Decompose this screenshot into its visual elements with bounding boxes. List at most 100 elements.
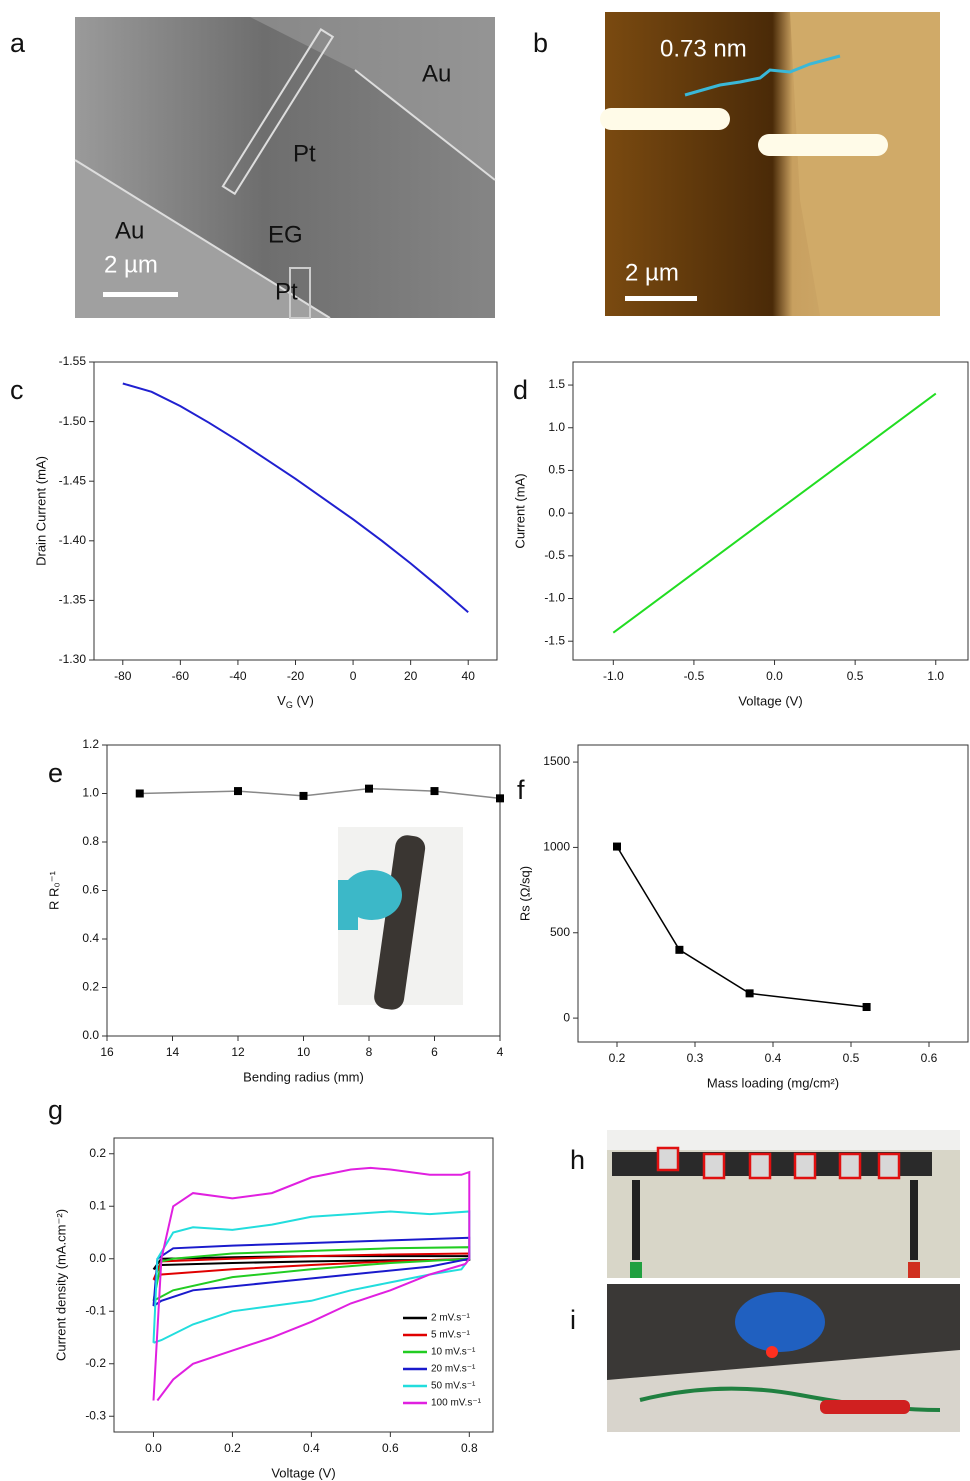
data-line xyxy=(617,847,867,1007)
data-point xyxy=(746,989,754,997)
y-tick-label: -1.5 xyxy=(544,633,565,647)
x-tick-label: -60 xyxy=(172,669,190,683)
image-label: Pt xyxy=(293,140,316,167)
y-tick-label: -1.40 xyxy=(59,533,87,547)
y-tick-label: -0.5 xyxy=(544,548,565,562)
panel-label: i xyxy=(570,1305,576,1335)
x-axis-title-part: V xyxy=(277,693,286,708)
y-axis-title: Drain Current (mA) xyxy=(33,456,48,566)
y-tick-label: 0.6 xyxy=(82,883,99,897)
afm-image: 0.73 nm 2 µm xyxy=(600,12,940,316)
x-tick-label: 6 xyxy=(431,1045,438,1059)
x-tick-label: 12 xyxy=(231,1045,245,1059)
y-tick-label: -1.55 xyxy=(59,354,87,368)
x-axis-title-part: (V) xyxy=(293,693,314,708)
x-tick-label: 0.2 xyxy=(609,1051,626,1065)
image-label: EG xyxy=(268,221,303,248)
y-tick-label: -1.0 xyxy=(544,591,565,605)
y-tick-label: 1500 xyxy=(543,754,570,768)
data-point xyxy=(613,843,621,851)
y-tick-label: -0.1 xyxy=(85,1303,106,1317)
data-point xyxy=(300,792,308,800)
image-label: 0.73 nm xyxy=(660,35,747,62)
x-axis-title: Bending radius (mm) xyxy=(243,1069,364,1084)
y-tick-label: -0.3 xyxy=(85,1408,106,1422)
y-tick-label: 0 xyxy=(563,1010,570,1024)
x-axis-title: Voltage (V) xyxy=(738,693,802,708)
y-axis-title: Rs (Ω/sq) xyxy=(517,866,532,921)
panel-label: h xyxy=(570,1145,585,1175)
data-line xyxy=(123,384,468,613)
y-tick-label: 1.0 xyxy=(548,420,565,434)
y-tick-label: 0.0 xyxy=(82,1028,99,1042)
y-axis-title: Current (mA) xyxy=(512,473,527,548)
y-axis-title: R R₀⁻¹ xyxy=(46,870,61,910)
panel-label: c xyxy=(10,375,24,405)
photo xyxy=(607,1130,960,1278)
data-point xyxy=(234,787,242,795)
x-tick-label: 0.4 xyxy=(303,1441,320,1455)
data-point xyxy=(365,785,373,793)
x-tick-label: 0.6 xyxy=(921,1051,938,1065)
inset-photo xyxy=(338,827,463,1011)
y-tick-label: 1.2 xyxy=(82,737,99,751)
image-label: Au xyxy=(422,60,451,87)
x-tick-label: 8 xyxy=(366,1045,373,1059)
data-line xyxy=(140,789,500,799)
panel-label: g xyxy=(48,1095,63,1125)
x-tick-label: 4 xyxy=(497,1045,504,1059)
y-tick-label: 0.4 xyxy=(82,931,99,945)
scale-bar-label: 2 µm xyxy=(625,259,679,286)
image-label: Au xyxy=(115,217,144,244)
x-tick-label: 14 xyxy=(166,1045,180,1059)
data-point xyxy=(863,1003,871,1011)
scale-bar-label: 2 µm xyxy=(104,251,158,278)
x-axis-title: VG (V) xyxy=(277,693,314,710)
legend-label: 20 mV.s⁻¹ xyxy=(431,1364,476,1375)
y-tick-label: -1.30 xyxy=(59,652,87,666)
legend-label: 50 mV.s⁻¹ xyxy=(431,1381,476,1392)
x-axis-title: Mass loading (mg/cm²) xyxy=(707,1075,839,1090)
x-tick-label: -40 xyxy=(229,669,247,683)
y-tick-label: 1.5 xyxy=(548,377,565,391)
data-point xyxy=(431,787,439,795)
plot-frame xyxy=(94,362,497,660)
x-tick-label: 0.3 xyxy=(687,1051,704,1065)
plot-frame xyxy=(578,745,968,1042)
sem-image: Au Pt EG Au Pt 2 µm xyxy=(75,17,495,318)
x-tick-label: 40 xyxy=(462,669,476,683)
y-tick-label: -1.35 xyxy=(59,593,87,607)
image-label: Pt xyxy=(275,278,298,305)
y-tick-label: -0.2 xyxy=(85,1356,106,1370)
x-tick-label: 0.5 xyxy=(847,669,864,683)
data-line xyxy=(613,394,936,633)
x-axis-title: Voltage (V) xyxy=(271,1465,335,1480)
photo xyxy=(607,1284,960,1432)
x-tick-label: -80 xyxy=(114,669,132,683)
x-tick-label: 0.2 xyxy=(224,1441,241,1455)
legend-label: 2 mV.s⁻¹ xyxy=(431,1313,470,1324)
legend-label: 5 mV.s⁻¹ xyxy=(431,1330,470,1341)
y-tick-label: 0.2 xyxy=(82,980,99,994)
x-tick-label: 0.0 xyxy=(766,669,783,683)
plot-frame xyxy=(573,362,968,660)
data-point xyxy=(136,790,144,798)
x-tick-label: -20 xyxy=(287,669,305,683)
x-tick-label: 0.8 xyxy=(461,1441,478,1455)
x-tick-label: 0.5 xyxy=(843,1051,860,1065)
y-tick-label: 0.1 xyxy=(89,1198,106,1212)
x-tick-label: 1.0 xyxy=(927,669,944,683)
panel-label: a xyxy=(10,28,26,58)
y-tick-label: -1.50 xyxy=(59,414,87,428)
y-tick-label: 1000 xyxy=(543,840,570,854)
x-tick-label: -1.0 xyxy=(603,669,624,683)
y-tick-label: 0.5 xyxy=(548,463,565,477)
x-axis-title-part: G xyxy=(286,700,293,710)
y-axis-title: Current density (mA.cm⁻²) xyxy=(53,1209,68,1361)
y-tick-label: 500 xyxy=(550,925,570,939)
legend-label: 10 mV.s⁻¹ xyxy=(431,1347,476,1358)
x-tick-label: 0.4 xyxy=(765,1051,782,1065)
x-tick-label: 16 xyxy=(100,1045,114,1059)
panel-label: d xyxy=(513,375,528,405)
y-tick-label: 0.2 xyxy=(89,1146,106,1160)
